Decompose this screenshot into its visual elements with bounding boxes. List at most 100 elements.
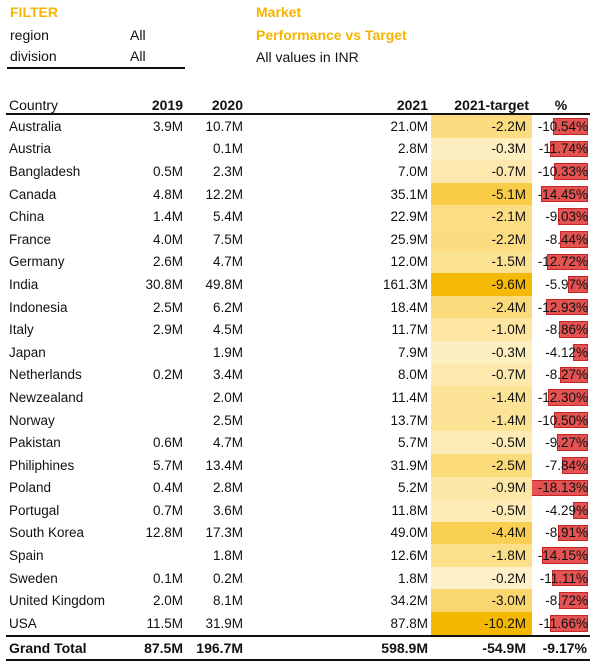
cell-2021: 87.8M: [390, 615, 428, 631]
table-row: Norway 2.5M 13.7M -1.4M -10.50%: [6, 408, 590, 432]
performance-table: Country 2019 2020 2021 2021-target % Aus…: [6, 91, 590, 661]
table-row: Spain 1.8M 12.6M -1.8M -14.15%: [6, 544, 590, 567]
percent-bar: [572, 502, 588, 519]
percent-value: -5.97%: [545, 276, 588, 292]
table-row: Austria 0.1M 2.8M -0.3M -11.74%: [6, 137, 590, 161]
percent-value: -12.72%: [537, 254, 588, 270]
division-value[interactable]: All: [130, 48, 146, 64]
table-row: Indonesia 2.5M 6.2M 18.4M -2.4M -12.93%: [6, 295, 590, 319]
percent-value: -10.50%: [537, 412, 588, 428]
cell-percent: -12.72%: [532, 251, 590, 274]
cell-country: United Kingdom: [9, 593, 106, 609]
cell-2019: 4.8M: [152, 186, 183, 202]
cell-country: Poland: [9, 480, 52, 496]
cell-2021-target: -3.0M: [431, 589, 532, 613]
percent-value: -10.33%: [537, 163, 588, 179]
cell-country: Australia: [9, 118, 62, 134]
cell-country: Philiphines: [9, 457, 75, 473]
cell-2020: 1.8M: [212, 548, 243, 564]
cell-2019: 0.1M: [152, 570, 183, 586]
percent-value: -18.13%: [537, 480, 588, 496]
cell-percent: -11.74%: [532, 138, 590, 161]
cell-percent: -5.97%: [532, 273, 590, 296]
header-2021-target[interactable]: 2021-target: [454, 97, 529, 113]
cell-2019: [116, 341, 186, 364]
percent-value: -8.44%: [545, 231, 588, 247]
grand-total-row: Grand Total 87.5M 196.7M 598.9M -54.9M -…: [6, 634, 590, 661]
cell-2021: 12.6M: [390, 548, 428, 564]
percent-bar: [548, 389, 588, 406]
cell-2021: 13.7M: [390, 412, 428, 428]
region-value[interactable]: All: [130, 27, 146, 43]
header-2019[interactable]: 2019: [151, 97, 183, 113]
report-subtitle: All values in INR: [256, 49, 359, 65]
cell-country: Italy: [9, 322, 34, 338]
cell-country: Bangladesh: [9, 163, 81, 179]
cell-2021-target: -2.2M: [431, 114, 532, 138]
cell-country: Austria: [9, 141, 52, 157]
cell-2021: 1.8M: [397, 570, 428, 586]
percent-value: -14.45%: [537, 186, 588, 202]
cell-2021-target: -0.7M: [431, 160, 532, 183]
cell-2021: 8.0M: [397, 367, 428, 383]
cell-country: USA: [9, 615, 37, 631]
cell-2019: 0.4M: [152, 480, 183, 496]
percent-bar: [557, 434, 588, 451]
cell-percent: -11.11%: [532, 567, 590, 590]
cell-2021-target: -1.0M: [431, 318, 532, 341]
table-row: Sweden 0.1M 0.2M 1.8M -0.2M -11.11%: [6, 566, 590, 590]
total-2019: 87.5M: [116, 634, 186, 661]
percent-value: -9.03%: [545, 209, 588, 225]
table-row: Newzealand 2.0M 11.4M -1.4M -12.30%: [6, 386, 590, 409]
cell-percent: -8.72%: [532, 589, 590, 612]
header-country[interactable]: Country: [9, 97, 59, 113]
cell-2020: 4.7M: [212, 254, 243, 270]
table-row: China 1.4M 5.4M 22.9M -2.1M -9.03%: [6, 205, 590, 228]
percent-value: -11.74%: [538, 141, 588, 157]
cell-2020: 5.4M: [212, 209, 243, 225]
table-row: United Kingdom 2.0M 8.1M 34.2M -3.0M -8.72%: [6, 589, 590, 613]
cell-2020: 13.4M: [205, 457, 243, 473]
percent-bar: [551, 569, 588, 587]
cell-country: Newzealand: [9, 389, 84, 405]
cell-percent: -10.54%: [532, 114, 590, 138]
cell-2021-target: -0.7M: [431, 363, 532, 387]
total-percent: -9.17%: [532, 634, 590, 661]
cell-country: Netherlands: [9, 367, 82, 383]
cell-2019: 0.6M: [152, 435, 183, 451]
percent-value: -8.91%: [545, 525, 588, 541]
header-percent[interactable]: %: [554, 97, 568, 113]
cell-country: France: [9, 231, 52, 247]
cell-2020: 17.3M: [205, 525, 243, 541]
cell-2021: 18.4M: [390, 299, 428, 315]
cell-2020: 4.5M: [212, 322, 243, 338]
header-2020[interactable]: 2020: [211, 97, 243, 113]
cell-2021-target: -1.5M: [431, 250, 532, 274]
cell-2021: 2.8M: [397, 141, 428, 157]
cell-percent: -12.30%: [532, 386, 590, 409]
table-header-row: Country 2019 2020 2021 2021-target %: [6, 91, 590, 114]
header-2021[interactable]: 2021: [396, 97, 428, 113]
cell-2021-target: -2.2M: [431, 227, 532, 251]
cell-2021-target: -1.8M: [431, 544, 532, 567]
cell-2021-target: -0.5M: [431, 499, 532, 522]
percent-bar: [553, 118, 588, 135]
cell-2019: 0.5M: [152, 163, 183, 179]
cell-2020: 2.3M: [212, 163, 243, 179]
cell-2021-target: -0.5M: [431, 431, 532, 454]
percent-value: -12.93%: [537, 299, 588, 315]
cell-2020: 4.7M: [212, 435, 243, 451]
cell-country: Spain: [9, 548, 44, 564]
cell-2021: 25.9M: [390, 231, 428, 247]
percent-value: -4.12%: [545, 344, 588, 360]
cell-percent: -8.27%: [532, 364, 590, 387]
table-row: Pakistan 0.6M 4.7M 5.7M -0.5M -9.27%: [6, 431, 590, 454]
cell-2021-target: -2.4M: [431, 295, 532, 319]
cell-2020: 3.4M: [212, 367, 243, 383]
cell-2021-target: -0.3M: [431, 137, 532, 161]
percent-bar: [558, 208, 588, 225]
cell-country: Pakistan: [9, 435, 61, 451]
percent-bar: [554, 163, 588, 180]
percent-bar: [546, 253, 588, 271]
cell-2020: 12.2M: [205, 186, 243, 202]
